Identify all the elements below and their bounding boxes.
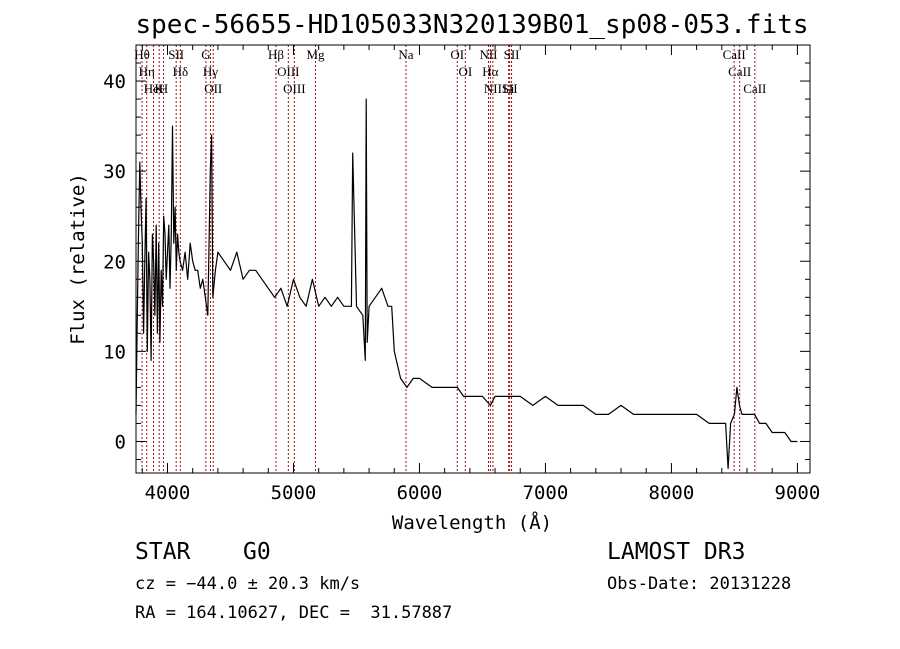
reference-line-label: HeI [144,81,164,96]
spectral-subclass: G0 [243,539,271,565]
reference-line-label: SII [168,47,184,62]
object-class: STAR [135,539,191,565]
reference-line-label: G [201,47,210,62]
reference-line-label: Hα [482,64,498,79]
x-tick-label: 4000 [145,482,191,504]
reference-line-label: SII [504,47,520,62]
radial-velocity: cz = −44.0 ± 20.3 km/s [135,574,361,594]
reference-line-label: K [154,81,164,96]
reference-line-label: H [159,81,168,96]
reference-line-label: CaII [728,64,751,79]
reference-line-label: NII [479,47,497,62]
reference-line-label: OIII [277,64,299,79]
y-tick-label: 30 [103,161,126,183]
reference-line-label: Na [398,47,413,62]
observation-date: Obs-Date: 20131228 [607,574,792,594]
reference-line-label: Hθ [134,47,150,62]
y-tick-label: 0 [115,431,126,453]
x-tick-label: 5000 [271,482,317,504]
x-tick-label: 9000 [775,482,821,504]
reference-line-label: OI [450,47,464,62]
y-axis-label: Flux (relative) [67,173,89,345]
x-axis-ticks: 4000 5000 6000 7000 8000 9000 [141,45,821,504]
y-tick-label: 10 [103,341,126,363]
survey-name: LAMOST DR3 [607,539,746,565]
reference-line-label: Hβ [268,47,284,62]
x-tick-label: 6000 [397,482,443,504]
spectrum-line [135,98,798,470]
x-axis-label: Wavelength (Å) [392,511,552,534]
x-tick-label: 7000 [523,482,569,504]
reference-line-label: Mg [306,47,325,62]
y-tick-label: 20 [103,251,126,273]
x-tick-label: 8000 [649,482,695,504]
reference-line-label: NII [484,81,502,96]
chart-title: spec-56655-HD105033N320139B01_sp08-053.f… [135,10,808,40]
reference-line-label: Hγ [203,64,218,79]
reference-line-label: OI [458,64,472,79]
coordinates: RA = 164.10627, DEC = 31.57887 [135,603,453,623]
y-tick-label: 40 [103,71,126,93]
reference-line-label: OIII [283,81,305,96]
reference-line-label: Li [503,81,515,96]
reference-line-label: Hδ [173,64,189,79]
y-axis-ticks: 0 10 20 30 40 [103,44,810,460]
reference-line-label: OII [204,81,222,96]
reference-line-label: CaII [743,81,766,96]
reference-line-label: CaII [723,47,746,62]
plot-frame [135,44,811,474]
reference-line-label: Hη [139,64,155,79]
spectrum-series [135,98,798,470]
reference-line-label: SII [502,81,518,96]
